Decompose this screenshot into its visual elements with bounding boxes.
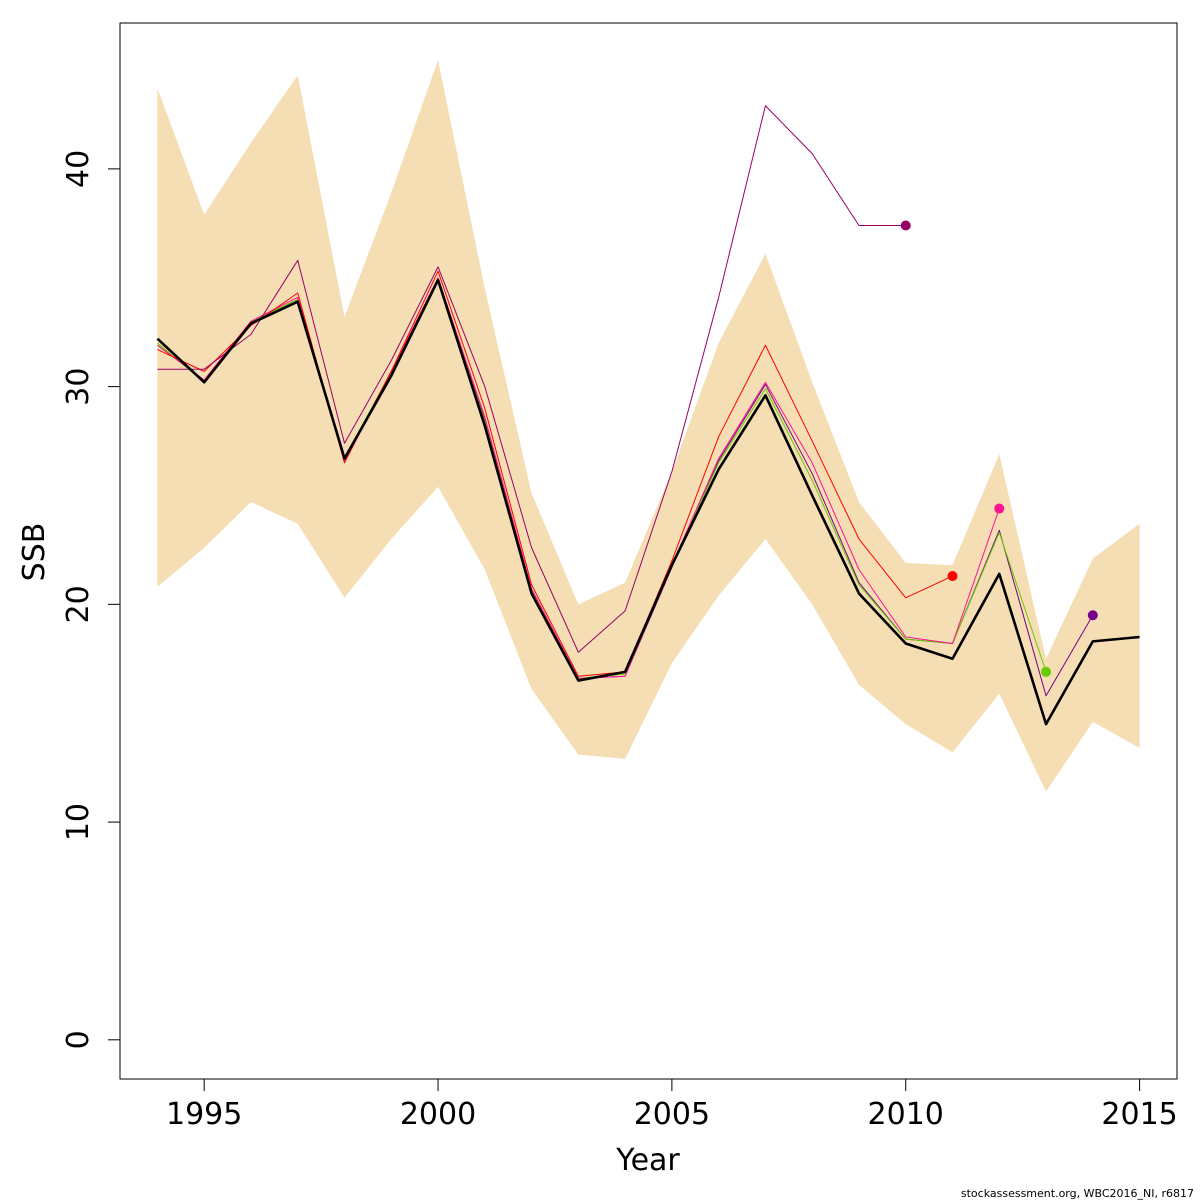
confidence-band-layer [157, 60, 1140, 792]
y-axis: 0 10 20 30 40 [61, 150, 120, 1049]
y-tick-label-10: 10 [61, 803, 96, 841]
y-tick-label-20: 20 [61, 585, 96, 623]
ssb-retro-line-4-endpoint [947, 571, 958, 582]
ssb-retro-line-2-endpoint [1041, 666, 1052, 677]
x-tick-label-2000: 2000 [400, 1097, 476, 1132]
plot-frame [119, 22, 1178, 1080]
ssb-retro-line-5-endpoint [900, 220, 911, 231]
series-layer [156, 105, 1140, 726]
x-axis-title: Year [615, 1143, 680, 1178]
ssb-retro-line-4 [157, 270, 953, 677]
x-tick-label-2010: 2010 [868, 1097, 944, 1132]
ssb-retro-line-5 [157, 105, 906, 653]
x-axis: 1995 2000 2005 2010 2015 [166, 1079, 1178, 1132]
y-tick-label-30: 30 [61, 368, 96, 406]
footer-credit: stockassessment.org, WBC2016_NI, r6817 [961, 1187, 1194, 1200]
confidence-band [157, 60, 1140, 792]
ssb-main-line [156, 278, 1140, 726]
y-tick-label-40: 40 [61, 150, 96, 188]
x-tick-label-1995: 1995 [166, 1097, 242, 1132]
y-tick-label-0: 0 [61, 1030, 96, 1049]
ssb-retro-line-3-endpoint [994, 503, 1005, 514]
y-axis-title: SSB [17, 523, 52, 582]
ssb-retro-line-1-endpoint [1087, 610, 1098, 621]
x-tick-label-2015: 2015 [1101, 1097, 1177, 1132]
x-tick-label-2005: 2005 [634, 1097, 710, 1132]
